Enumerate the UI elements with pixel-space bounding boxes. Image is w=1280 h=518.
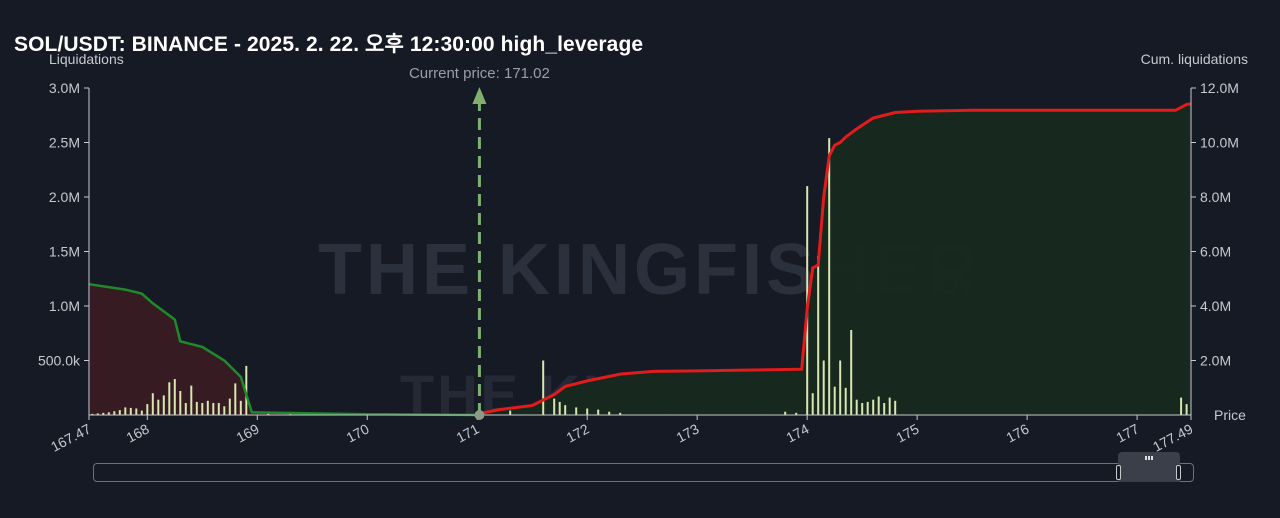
liquidation-bar <box>877 396 880 415</box>
liquidation-bar <box>179 391 182 415</box>
cumulative-lines <box>88 102 1192 417</box>
left-tick-label: 2.0M <box>49 189 80 205</box>
liquidation-bar <box>234 383 237 415</box>
liquidation-bar <box>168 382 171 415</box>
long-cum-line <box>479 102 1192 416</box>
right-tick-label: 12.0M <box>1200 80 1239 96</box>
liquidation-bar <box>190 385 193 415</box>
liquidation-bar <box>184 403 187 415</box>
liquidation-bar <box>140 410 143 415</box>
liquidation-bar <box>173 379 176 415</box>
liquidation-bar <box>129 407 132 415</box>
liquidation-bar <box>509 410 512 415</box>
liquidation-bar <box>107 412 110 415</box>
x-tick-label: 176 <box>1003 420 1031 445</box>
liquidation-bar <box>872 399 875 415</box>
x-tick-label: 168 <box>124 420 152 445</box>
current-price-arrow <box>472 87 487 104</box>
liquidation-bar <box>828 138 831 415</box>
liquidation-bar <box>811 393 814 415</box>
liquidation-bar <box>564 405 567 415</box>
liquidation-bar <box>822 360 825 415</box>
current-price-dot <box>474 410 485 420</box>
liquidation-bar <box>608 411 611 415</box>
range-slider-window[interactable] <box>1118 463 1180 482</box>
liquidation-bar <box>575 407 578 415</box>
liquidation-bar <box>113 411 116 415</box>
liquidation-bar <box>553 398 556 415</box>
liquidation-bar <box>118 410 121 415</box>
x-axis-title: Price <box>1214 407 1246 423</box>
range-slider-track[interactable] <box>93 463 1194 482</box>
liquidation-bar <box>850 330 853 415</box>
right-tick-label: 10.0M <box>1200 135 1239 151</box>
cumulative-areas <box>89 103 1191 416</box>
liquidation-bar <box>888 397 891 415</box>
right-axis-title: Cum. liquidations <box>1141 51 1248 67</box>
liquidation-bar <box>124 407 127 415</box>
liquidation-bar <box>146 404 149 415</box>
liquidation-bar <box>1185 404 1188 415</box>
liquidation-bar <box>817 255 820 415</box>
liquidation-bar <box>91 413 94 415</box>
liquidation-bar <box>597 409 600 415</box>
liquidation-bar <box>1180 397 1183 415</box>
right-tick-label: 8.0M <box>1200 189 1231 205</box>
current-price-marker: Current price: 171.02 <box>409 65 550 420</box>
liquidation-bar <box>861 403 864 415</box>
liquidation-bar <box>135 408 138 415</box>
liquidation-bar <box>586 408 589 415</box>
liquidation-bar <box>239 400 242 415</box>
liquidation-bar <box>866 401 869 415</box>
liquidation-bar <box>162 395 165 415</box>
liquidation-bar <box>151 393 154 415</box>
x-tick-label: 170 <box>344 420 372 445</box>
long-cum-area <box>479 103 1191 416</box>
chart-title: SOL/USDT: BINANCE - 2025. 2. 22. 오후 12:3… <box>14 33 644 56</box>
range-slider-grip[interactable] <box>1118 452 1180 464</box>
liquidation-bar <box>157 399 160 415</box>
left-tick-label: 500.0k <box>38 353 81 369</box>
liquidation-bar <box>212 403 215 415</box>
liquidation-bar <box>217 403 220 415</box>
range-slider-left-handle[interactable] <box>1116 465 1121 480</box>
liquidation-bar <box>619 412 622 415</box>
left-tick-label: 2.5M <box>49 135 80 151</box>
liquidation-bar <box>795 412 798 415</box>
right-tick-label: 4.0M <box>1200 298 1231 314</box>
right-tick-label: 2.0M <box>1200 353 1231 369</box>
x-tick-label: 177.49 <box>1150 420 1196 454</box>
liquidation-bar <box>784 411 787 415</box>
left-tick-label: 1.5M <box>49 244 80 260</box>
liquidation-bar <box>839 360 842 415</box>
liquidation-bar <box>96 413 99 415</box>
left-tick-label: 3.0M <box>49 80 80 96</box>
current-price-label: Current price: 171.02 <box>409 65 550 82</box>
liquidation-bar <box>542 360 545 415</box>
range-slider-right-handle[interactable] <box>1176 465 1181 480</box>
liquidation-bar <box>228 398 231 415</box>
x-tick-label: 169 <box>234 420 262 445</box>
liquidation-bar <box>206 400 209 415</box>
liquidation-bar <box>833 386 836 415</box>
liquidation-bar <box>223 406 226 415</box>
x-tick-label: 177 <box>1113 420 1141 445</box>
short-cum-line <box>88 282 480 417</box>
liquidation-bar <box>883 403 886 415</box>
liquidation-bar <box>102 412 105 415</box>
right-tick-label: 6.0M <box>1200 244 1231 260</box>
liquidation-bar <box>855 399 858 415</box>
liquidation-bar <box>844 387 847 416</box>
left-tick-label: 1.0M <box>49 298 80 314</box>
liquidation-bar <box>201 403 204 415</box>
x-tick-label: 167.47 <box>48 420 94 454</box>
liquidation-bar <box>894 400 897 415</box>
left-axis-title: Liquidations <box>49 51 124 67</box>
liquidation-bar <box>195 401 198 415</box>
liquidation-bar <box>558 401 561 415</box>
short-cum-area <box>89 284 480 415</box>
